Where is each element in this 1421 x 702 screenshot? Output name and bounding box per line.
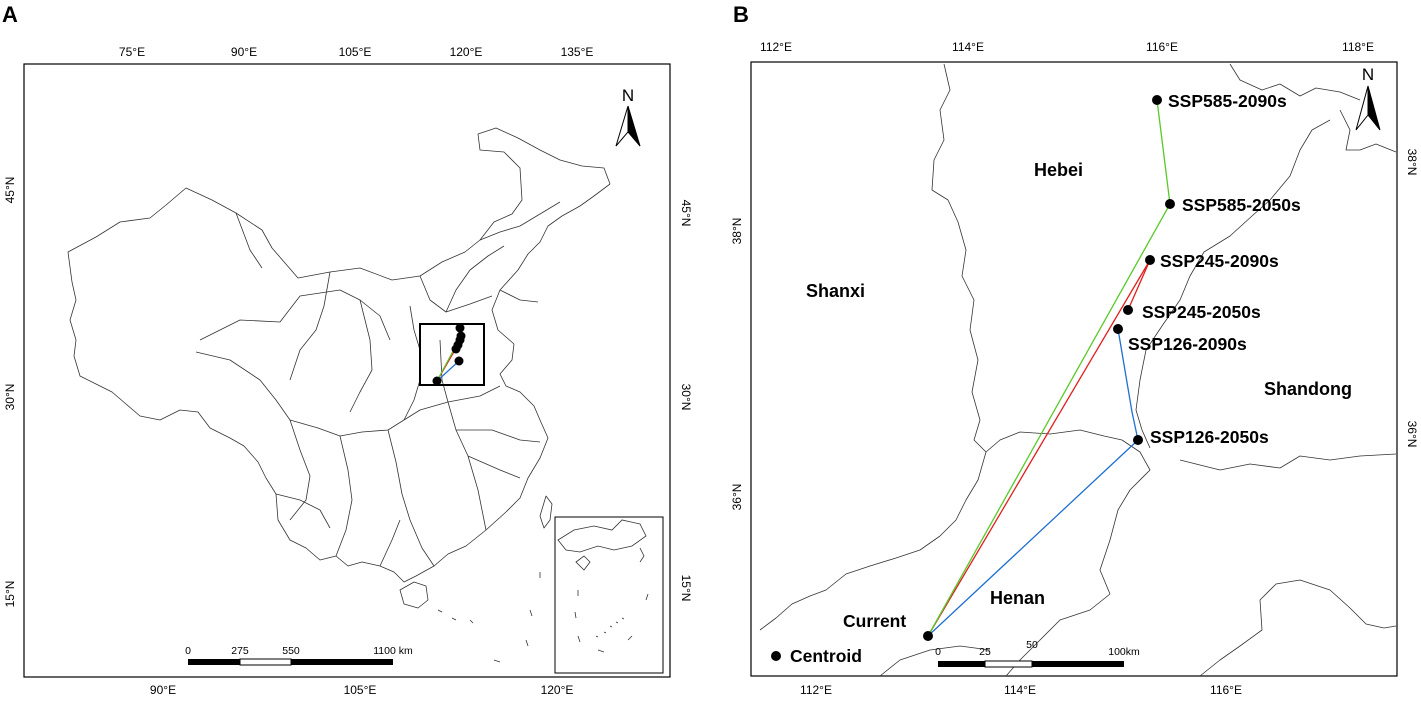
label-ssp585-2050: SSP585-2050s bbox=[1182, 195, 1301, 215]
a-point-ssp585-2090 bbox=[455, 323, 465, 333]
a-top-tick-90e: 90°E bbox=[231, 45, 257, 59]
china-outline bbox=[67, 127, 611, 583]
b-top-tick-114e: 114°E bbox=[952, 40, 984, 54]
a-scalebar-550: 550 bbox=[282, 645, 300, 657]
label-centroid: Centroid bbox=[790, 646, 862, 666]
a-bottom-tick-105e: 105°E bbox=[344, 683, 377, 697]
b-bottom-tick-112e: 112°E bbox=[800, 683, 832, 697]
a-point-current bbox=[432, 376, 442, 386]
panel-a-frame bbox=[23, 63, 671, 678]
panel-a-label: A bbox=[2, 2, 18, 27]
ssp585-line bbox=[927, 99, 1171, 637]
a-point-ssp585-2050 bbox=[456, 331, 466, 341]
a-trajectory-points bbox=[432, 323, 466, 386]
b-top-tick-116e: 116°E bbox=[1146, 40, 1178, 54]
a-scalebar-1100: 1100 km bbox=[373, 645, 413, 657]
b-point-current bbox=[923, 631, 933, 641]
a-top-tick-75e: 75°E bbox=[119, 45, 145, 59]
a-right-tick-15n: 15°N bbox=[679, 575, 693, 602]
b-point-ssp126-2090 bbox=[1113, 324, 1123, 334]
a-right-tick-30n: 30°N bbox=[679, 384, 693, 411]
taiwan-outline bbox=[539, 495, 553, 529]
a-top-tick-135e: 135°E bbox=[561, 45, 594, 59]
a-right-tick-45n: 45°N bbox=[679, 200, 693, 227]
label-ssp245-2090: SSP245-2090s bbox=[1160, 251, 1279, 271]
b-trajectory-points bbox=[771, 95, 1175, 661]
b-left-tick-38n: 38°N bbox=[730, 218, 744, 245]
label-ssp245-2050: SSP245-2050s bbox=[1142, 302, 1261, 322]
label-ssp126-2090: SSP126-2090s bbox=[1128, 334, 1247, 354]
province-hebei: Hebei bbox=[1034, 160, 1083, 180]
a-left-tick-45n: 45°N bbox=[3, 177, 17, 204]
inset-frame bbox=[554, 516, 664, 674]
b-bottom-tick-114e: 114°E bbox=[1004, 683, 1036, 697]
province-borders bbox=[195, 201, 561, 567]
b-scalebar-100: 100km bbox=[1108, 646, 1140, 658]
b-province-borders bbox=[759, 63, 1397, 677]
a-point-ssp126-2050 bbox=[454, 356, 464, 366]
b-point-ssp126-2050 bbox=[1133, 435, 1143, 445]
a-bottom-tick-120e: 120°E bbox=[541, 683, 574, 697]
study-area-box bbox=[419, 323, 485, 386]
b-right-tick-38n: 38°N bbox=[1405, 149, 1419, 176]
a-north-arrow-icon: N bbox=[615, 86, 641, 147]
panel-b-frame bbox=[750, 61, 1398, 677]
label-current: Current bbox=[843, 611, 906, 631]
label-ssp126-2050: SSP126-2050s bbox=[1150, 427, 1269, 447]
hainan-outline bbox=[399, 581, 429, 609]
b-right-tick-36n: 36°N bbox=[1405, 421, 1419, 448]
b-bottom-tick-116e: 116°E bbox=[1210, 683, 1242, 697]
a-left-tick-15n: 15°N bbox=[3, 581, 17, 608]
b-trajectory-lines bbox=[927, 99, 1171, 637]
b-scalebar-50: 50 bbox=[1026, 639, 1038, 651]
b-point-ssp585-2090 bbox=[1152, 95, 1162, 105]
b-scalebar-25: 25 bbox=[979, 646, 991, 658]
south-china-sea-dashes bbox=[437, 572, 541, 663]
b-point-ssp245-2090 bbox=[1145, 255, 1155, 265]
b-scalebar-0: 0 bbox=[935, 646, 941, 658]
b-point-ssp245-2050 bbox=[1123, 305, 1133, 315]
label-ssp585-2090: SSP585-2090s bbox=[1168, 91, 1287, 111]
b-north-arrow-icon: N bbox=[1355, 65, 1381, 131]
ssp245-line bbox=[927, 259, 1151, 637]
a-scalebar-0: 0 bbox=[185, 645, 191, 657]
b-point-ssp585-2050 bbox=[1165, 199, 1175, 209]
a-top-tick-105e: 105°E bbox=[339, 45, 372, 59]
a-top-tick-120e: 120°E bbox=[450, 45, 483, 59]
inset-map bbox=[557, 519, 649, 653]
province-shandong: Shandong bbox=[1264, 379, 1352, 399]
b-top-tick-118e: 118°E bbox=[1342, 40, 1374, 54]
panel-b-label: B bbox=[733, 2, 749, 27]
a-scalebar: 0 275 550 1100 km bbox=[185, 645, 413, 666]
b-legend-centroid-dot bbox=[771, 651, 781, 661]
b-scalebar: 0 25 50 100km bbox=[935, 639, 1140, 668]
a-left-tick-30n: 30°N bbox=[3, 384, 17, 411]
province-shanxi: Shanxi bbox=[806, 281, 865, 301]
b-top-tick-112e: 112°E bbox=[760, 40, 792, 54]
a-scalebar-275: 275 bbox=[231, 645, 249, 657]
ssp126-line bbox=[927, 328, 1139, 637]
b-left-tick-36n: 36°N bbox=[730, 484, 744, 511]
svg-text:N: N bbox=[622, 86, 634, 105]
province-henan: Henan bbox=[990, 588, 1045, 608]
a-bottom-tick-90e: 90°E bbox=[150, 683, 176, 697]
svg-text:N: N bbox=[1362, 65, 1374, 84]
